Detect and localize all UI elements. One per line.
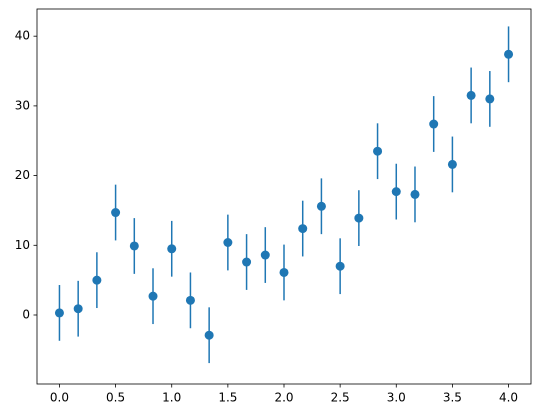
y-tick-label: 30 <box>15 98 30 112</box>
point <box>373 146 383 156</box>
point <box>167 244 177 254</box>
point <box>204 330 214 340</box>
point <box>391 187 401 197</box>
point <box>354 213 364 223</box>
x-tick-label: 0.0 <box>50 391 69 405</box>
y-tick-label: 10 <box>15 238 30 252</box>
point <box>260 250 270 260</box>
point <box>485 94 495 104</box>
x-tick-label: 3.0 <box>387 391 406 405</box>
y-tick-label: 0 <box>22 307 30 321</box>
point <box>54 308 64 318</box>
point <box>429 119 439 129</box>
point <box>335 261 345 271</box>
x-tick-label: 3.5 <box>443 391 462 405</box>
point <box>223 238 233 248</box>
x-tick-label: 4.0 <box>499 391 518 405</box>
point <box>129 241 139 251</box>
point <box>504 49 514 59</box>
point <box>466 90 476 100</box>
point <box>316 201 326 211</box>
x-tick-label: 0.5 <box>106 391 125 405</box>
x-tick-label: 1.5 <box>218 391 237 405</box>
point <box>185 295 195 305</box>
point <box>279 267 289 277</box>
y-tick-label: 20 <box>15 168 30 182</box>
plot-frame <box>36 8 532 385</box>
point <box>298 224 308 234</box>
y-tick-label: 40 <box>15 29 30 43</box>
point <box>148 291 158 301</box>
x-tick-label: 1.0 <box>162 391 181 405</box>
x-tick-label: 2.5 <box>331 391 350 405</box>
point <box>92 275 102 285</box>
point <box>73 304 83 314</box>
point <box>410 189 420 199</box>
point <box>111 208 121 218</box>
point <box>447 159 457 169</box>
x-tick-label: 2.0 <box>274 391 293 405</box>
point <box>242 257 252 267</box>
